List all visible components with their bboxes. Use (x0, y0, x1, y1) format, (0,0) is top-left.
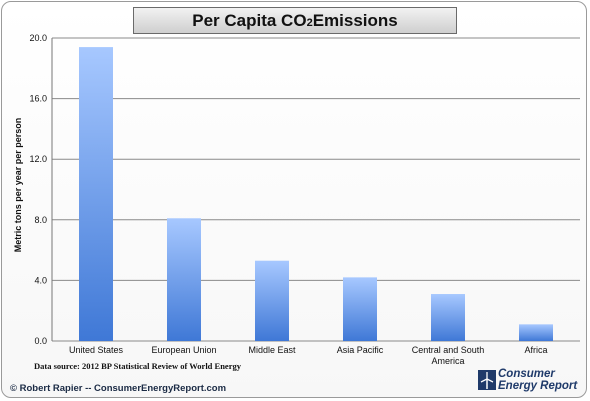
x-tick-label: Africa (524, 345, 547, 355)
logo-text: Consumer Energy Report (498, 368, 577, 392)
copyright-text: © Robert Rapier -- ConsumerEnergyReport.… (10, 383, 227, 394)
consumer-energy-report-logo: Consumer Energy Report (478, 368, 584, 396)
title-main: Per Capita CO (192, 10, 307, 30)
y-tick-label: 20.0 (29, 33, 47, 43)
x-tick-label: Central and South America (412, 345, 485, 366)
y-tick-label: 4.0 (34, 275, 47, 285)
data-source-note: Data source: 2012 BP Statistical Review … (34, 361, 241, 371)
x-tick-label: Asia Pacific (337, 345, 384, 355)
y-axis-label: Metric tons per year per person (13, 117, 23, 253)
bar (431, 294, 465, 341)
bar (519, 324, 553, 341)
bar (343, 277, 377, 341)
y-tick-label: 8.0 (34, 215, 47, 225)
x-tick-label: Middle East (248, 345, 296, 355)
y-tick-label: 12.0 (29, 154, 47, 164)
y-tick-label: 16.0 (29, 94, 47, 104)
y-tick-label: 0.0 (34, 336, 47, 346)
x-tick-label: European Union (151, 345, 216, 355)
chart-title: Per Capita CO 2 Emissions (133, 7, 457, 34)
logo-line-1: Consumer (498, 368, 555, 380)
wind-turbine-icon (478, 370, 496, 390)
bar (167, 218, 201, 341)
logo-line-2: Energy Report (498, 380, 578, 392)
title-end: Emissions (312, 10, 398, 30)
x-tick-label: United States (69, 345, 124, 355)
title-subscript: 2 (306, 16, 313, 29)
bar (79, 47, 113, 342)
bar (255, 260, 289, 341)
